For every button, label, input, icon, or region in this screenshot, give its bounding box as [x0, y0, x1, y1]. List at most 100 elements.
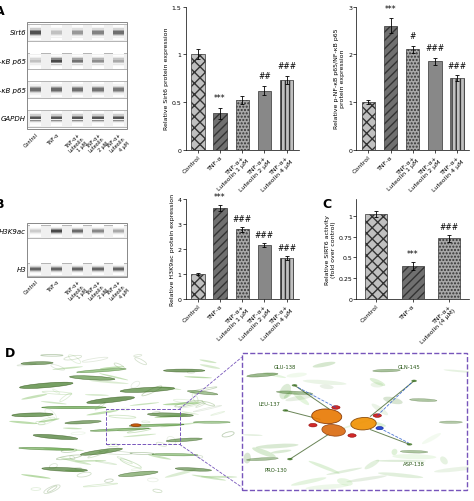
Bar — [27, 25, 127, 42]
Bar — [51, 232, 62, 233]
Ellipse shape — [309, 461, 339, 473]
Bar — [92, 114, 103, 115]
Ellipse shape — [434, 466, 474, 472]
Bar — [72, 275, 83, 276]
Bar — [30, 124, 41, 125]
Bar — [438, 239, 460, 300]
Ellipse shape — [376, 427, 383, 430]
Ellipse shape — [65, 421, 101, 424]
Bar — [113, 268, 124, 269]
Y-axis label: Relative Sirt6 protein expression: Relative Sirt6 protein expression — [164, 28, 169, 130]
Y-axis label: Relative p-NF-κB p65/NF-κB p65
protein expression: Relative p-NF-κB p65/NF-κB p65 protein e… — [335, 29, 345, 129]
Bar — [113, 94, 124, 96]
Ellipse shape — [346, 475, 387, 482]
Bar — [113, 63, 124, 64]
Ellipse shape — [401, 450, 428, 453]
Ellipse shape — [337, 478, 353, 486]
Ellipse shape — [243, 434, 263, 436]
Text: A: A — [0, 5, 5, 18]
Bar — [72, 233, 83, 234]
Bar — [72, 83, 83, 84]
Bar — [51, 85, 62, 87]
Y-axis label: Relative H3K9ac protein expression: Relative H3K9ac protein expression — [170, 193, 175, 306]
Bar — [236, 101, 249, 150]
Bar — [72, 270, 83, 271]
Bar — [30, 122, 41, 123]
Bar — [362, 103, 375, 150]
Bar — [92, 31, 103, 32]
Text: ***: *** — [214, 192, 226, 201]
Bar — [51, 32, 62, 33]
Bar — [92, 264, 103, 265]
Bar — [92, 84, 103, 85]
Bar — [30, 31, 41, 32]
Bar — [51, 84, 62, 85]
Bar — [92, 268, 103, 269]
Bar — [30, 115, 41, 116]
Ellipse shape — [313, 362, 336, 368]
Bar — [92, 271, 103, 272]
Ellipse shape — [41, 401, 67, 404]
Bar — [113, 83, 124, 84]
Bar — [72, 61, 83, 62]
Bar — [113, 39, 124, 40]
Bar — [30, 84, 41, 85]
Bar — [27, 82, 127, 99]
Bar — [30, 274, 41, 275]
Bar — [113, 62, 124, 63]
Ellipse shape — [332, 406, 340, 409]
Text: ###: ### — [440, 222, 459, 231]
Ellipse shape — [120, 387, 174, 393]
Bar — [92, 85, 103, 87]
Text: GLN-145: GLN-145 — [398, 364, 421, 369]
Ellipse shape — [75, 460, 106, 462]
Ellipse shape — [247, 373, 278, 377]
Bar — [113, 85, 124, 87]
Bar — [51, 58, 62, 59]
Bar — [72, 273, 83, 274]
Bar — [72, 272, 83, 273]
Bar — [72, 236, 83, 237]
Ellipse shape — [182, 412, 199, 415]
Ellipse shape — [372, 422, 386, 427]
Bar — [92, 273, 103, 274]
Ellipse shape — [175, 468, 211, 471]
Ellipse shape — [87, 410, 118, 415]
Bar — [72, 85, 83, 87]
Bar — [30, 123, 41, 124]
Ellipse shape — [285, 394, 314, 401]
Bar — [30, 232, 41, 233]
Bar — [72, 120, 83, 122]
Ellipse shape — [21, 474, 51, 478]
Bar — [72, 35, 83, 36]
Bar — [113, 28, 124, 30]
Bar — [51, 91, 62, 92]
Text: PRO-130: PRO-130 — [265, 467, 288, 472]
Ellipse shape — [89, 380, 129, 384]
Ellipse shape — [370, 378, 385, 386]
Bar — [30, 65, 41, 66]
Ellipse shape — [372, 404, 388, 415]
Bar — [113, 113, 124, 114]
Bar — [30, 32, 41, 33]
Bar — [51, 59, 62, 61]
Ellipse shape — [130, 403, 159, 406]
Bar — [30, 113, 41, 114]
Bar — [72, 113, 83, 114]
Ellipse shape — [392, 449, 397, 455]
Text: NF-κB p65: NF-κB p65 — [0, 87, 26, 93]
Ellipse shape — [244, 453, 251, 463]
Bar — [113, 275, 124, 276]
Bar — [113, 235, 124, 236]
Bar — [191, 55, 204, 150]
Bar — [72, 33, 83, 35]
Bar — [30, 87, 41, 88]
Bar — [92, 124, 103, 125]
Bar — [72, 97, 83, 98]
Bar — [92, 122, 103, 123]
Ellipse shape — [279, 384, 291, 399]
Ellipse shape — [365, 460, 379, 469]
Bar — [92, 265, 103, 266]
Bar — [72, 40, 83, 41]
Bar — [92, 32, 103, 33]
